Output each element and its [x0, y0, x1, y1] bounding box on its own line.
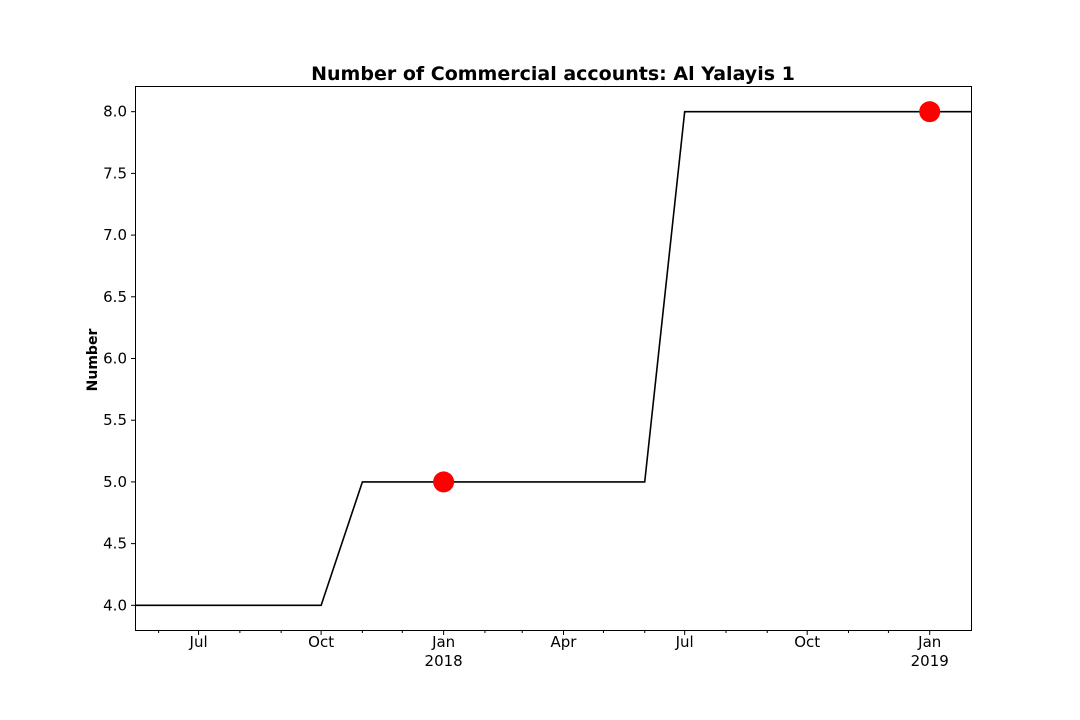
x-tick-label: Oct: [794, 633, 820, 651]
x-tick-label: Jan: [917, 633, 941, 651]
y-tick-label: 4.0: [103, 596, 127, 614]
y-tick-label: 4.5: [103, 535, 127, 553]
series-line-0: [136, 110, 971, 607]
y-tick-label: 5.5: [103, 411, 127, 429]
chart-title: Number of Commercial accounts: Al Yalayi…: [311, 63, 795, 85]
y-tick-label: 6.5: [103, 288, 127, 306]
y-tick-label: 8.0: [103, 103, 127, 121]
y-axis-label: Number: [85, 329, 101, 392]
x-tick-label: Oct: [308, 633, 334, 651]
x-tick-label: Apr: [551, 633, 578, 651]
data-point-marker: [919, 101, 941, 123]
y-axis-ticks: 4.0 4.5 5.0 5.5 6.0 6.5 7.0 7.5 8.0: [103, 103, 136, 614]
y-tick-label: 7.5: [103, 164, 127, 182]
data-point-marker: [433, 471, 455, 493]
x-tick-year-label: 2019: [911, 652, 949, 670]
x-tick-year-label: 2018: [425, 652, 463, 670]
plot-frame: [135, 86, 972, 631]
x-tick-label: Jan: [431, 633, 455, 651]
plot-content: [136, 101, 971, 607]
y-tick-label: 5.0: [103, 473, 127, 491]
x-tick-label: Jul: [189, 633, 208, 651]
y-tick-label: 7.0: [103, 226, 127, 244]
y-tick-label: 6.0: [103, 350, 127, 368]
x-tick-label: Jul: [675, 633, 694, 651]
